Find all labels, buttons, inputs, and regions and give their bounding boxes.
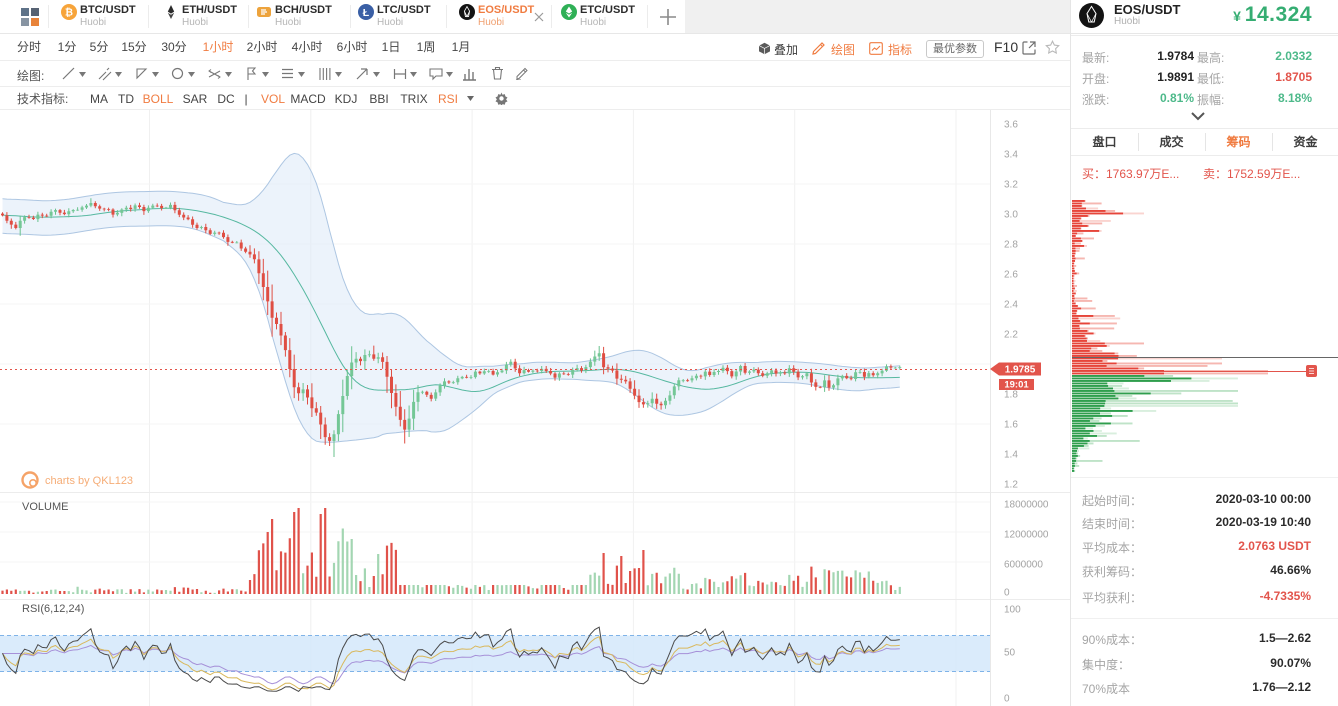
svg-text:1.4: 1.4 xyxy=(1004,450,1018,461)
svg-text:1.9785: 1.9785 xyxy=(1005,365,1036,376)
svg-text:RSI(6,12,24): RSI(6,12,24) xyxy=(22,603,84,615)
svg-text:19:01: 19:01 xyxy=(1004,380,1029,391)
svg-text:2.2: 2.2 xyxy=(1004,330,1018,341)
svg-text:2.6: 2.6 xyxy=(1004,270,1018,281)
svg-text:3.6: 3.6 xyxy=(1004,120,1018,131)
svg-text:0: 0 xyxy=(1004,694,1010,705)
svg-text:0: 0 xyxy=(1004,588,1010,599)
svg-text:3.0: 3.0 xyxy=(1004,210,1018,221)
svg-text:100: 100 xyxy=(1004,605,1021,616)
svg-text:1.6: 1.6 xyxy=(1004,420,1018,431)
svg-text:3.2: 3.2 xyxy=(1004,180,1018,191)
svg-text:2.8: 2.8 xyxy=(1004,240,1018,251)
svg-text:1.2: 1.2 xyxy=(1004,480,1018,491)
svg-text:12000000: 12000000 xyxy=(1004,530,1049,541)
svg-text:Ł: Ł xyxy=(363,7,370,19)
svg-text:50: 50 xyxy=(1004,648,1016,659)
svg-text:VOLUME: VOLUME xyxy=(22,501,68,513)
svg-text:₿: ₿ xyxy=(65,7,73,19)
svg-text:charts by QKL123: charts by QKL123 xyxy=(45,475,133,487)
svg-text:18000000: 18000000 xyxy=(1004,500,1049,511)
svg-text:2.4: 2.4 xyxy=(1004,300,1018,311)
svg-text:6000000: 6000000 xyxy=(1004,560,1043,571)
svg-text:1.8: 1.8 xyxy=(1004,390,1018,401)
svg-text:3.4: 3.4 xyxy=(1004,150,1018,161)
